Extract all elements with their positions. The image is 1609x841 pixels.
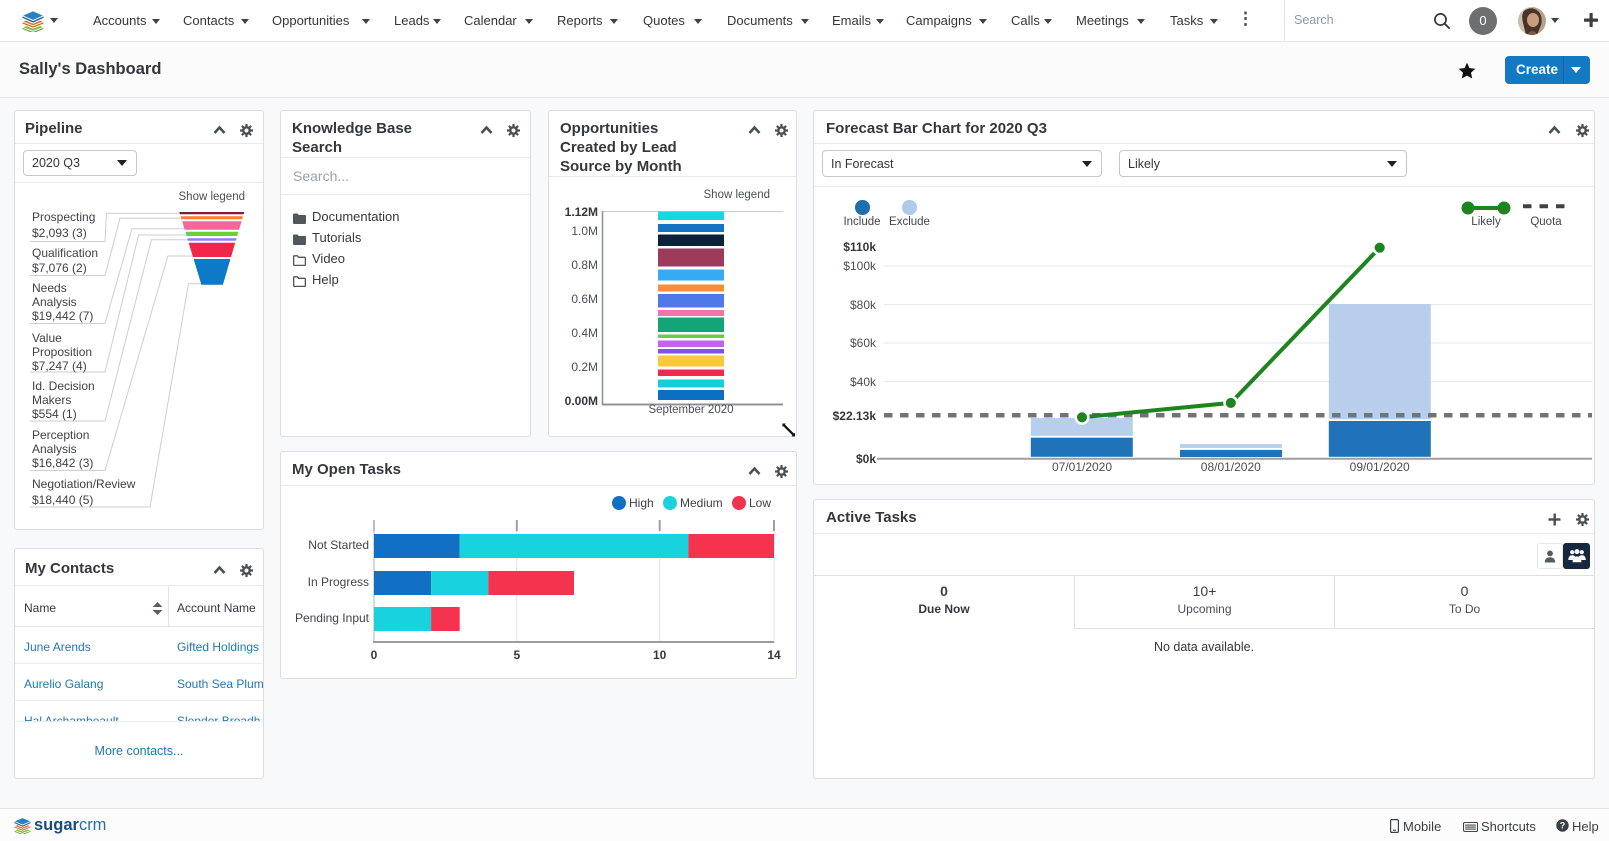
svg-text:?: ? xyxy=(1560,821,1566,831)
